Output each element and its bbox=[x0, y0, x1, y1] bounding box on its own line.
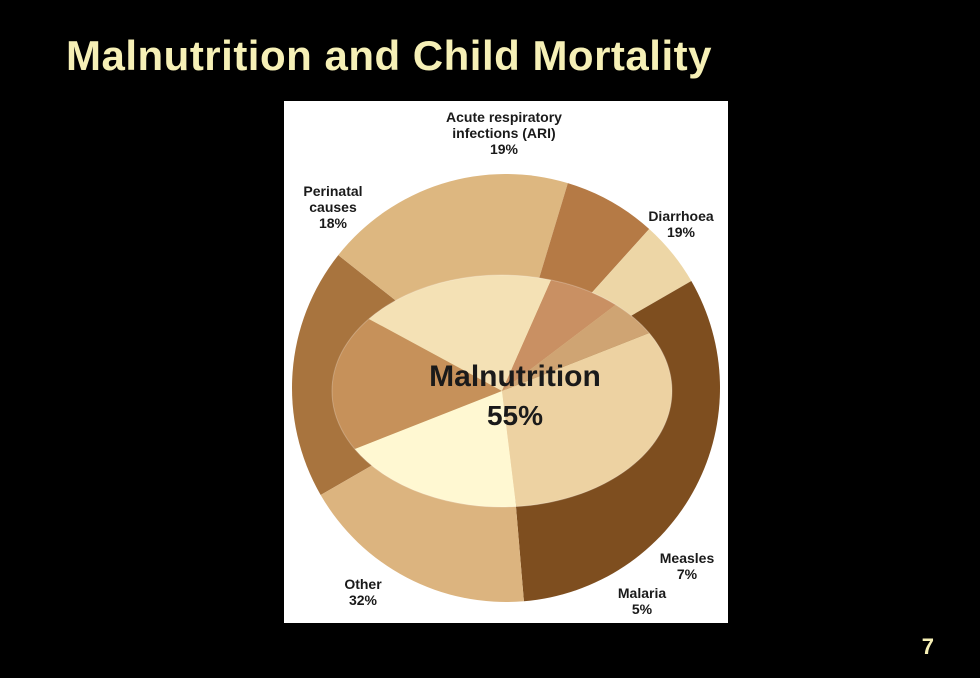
label-malaria: Malaria 5% bbox=[602, 585, 682, 617]
inner-slice-malaria bbox=[502, 304, 650, 391]
label-diarrhoea: Diarrhoea 19% bbox=[634, 208, 728, 240]
inner-slice-other bbox=[502, 333, 672, 507]
label-other-line-1: Other bbox=[344, 576, 382, 592]
label-perinatal-line-1: Perinatal bbox=[303, 183, 363, 199]
label-malaria-line-2: 5% bbox=[631, 601, 653, 617]
chart-panel: Acute respiratory infections (ARI) 19% D… bbox=[284, 101, 728, 623]
label-measles: Measles 7% bbox=[648, 550, 726, 582]
label-other: Other 32% bbox=[328, 576, 398, 608]
label-ari-line-2: infections (ARI) bbox=[452, 125, 556, 141]
label-malaria-line-1: Malaria bbox=[617, 585, 667, 601]
label-ari-line-1: Acute respiratory bbox=[446, 109, 562, 125]
inner-slice-perinatal bbox=[354, 391, 517, 507]
label-ari: Acute respiratory infections (ARI) 19% bbox=[419, 109, 589, 157]
malnutrition-value: 55% bbox=[486, 400, 544, 431]
pie-chart bbox=[292, 174, 720, 602]
page-number: 7 bbox=[921, 634, 934, 659]
malnutrition-core bbox=[331, 274, 673, 508]
slide-title: Malnutrition and Child Mortality bbox=[66, 32, 712, 79]
inner-slice-diarrhoea bbox=[368, 275, 552, 391]
label-perinatal-line-3: 18% bbox=[318, 215, 348, 231]
label-other-line-2: 32% bbox=[348, 592, 378, 608]
inner-slice-ari bbox=[332, 318, 502, 449]
malnutrition-center-label: Malnutrition 55% bbox=[344, 359, 686, 433]
label-perinatal-line-2: causes bbox=[309, 199, 357, 215]
label-ari-line-3: 19% bbox=[489, 141, 519, 157]
label-diarrhoea-line-2: 19% bbox=[666, 224, 696, 240]
malnutrition-label: Malnutrition bbox=[429, 360, 601, 393]
label-measles-line-2: 7% bbox=[676, 566, 698, 582]
inner-slice-measles bbox=[502, 279, 616, 391]
label-perinatal: Perinatal causes 18% bbox=[290, 183, 376, 231]
label-measles-line-1: Measles bbox=[659, 550, 715, 566]
label-diarrhoea-line-1: Diarrhoea bbox=[648, 208, 714, 224]
inner-slices bbox=[332, 275, 672, 507]
